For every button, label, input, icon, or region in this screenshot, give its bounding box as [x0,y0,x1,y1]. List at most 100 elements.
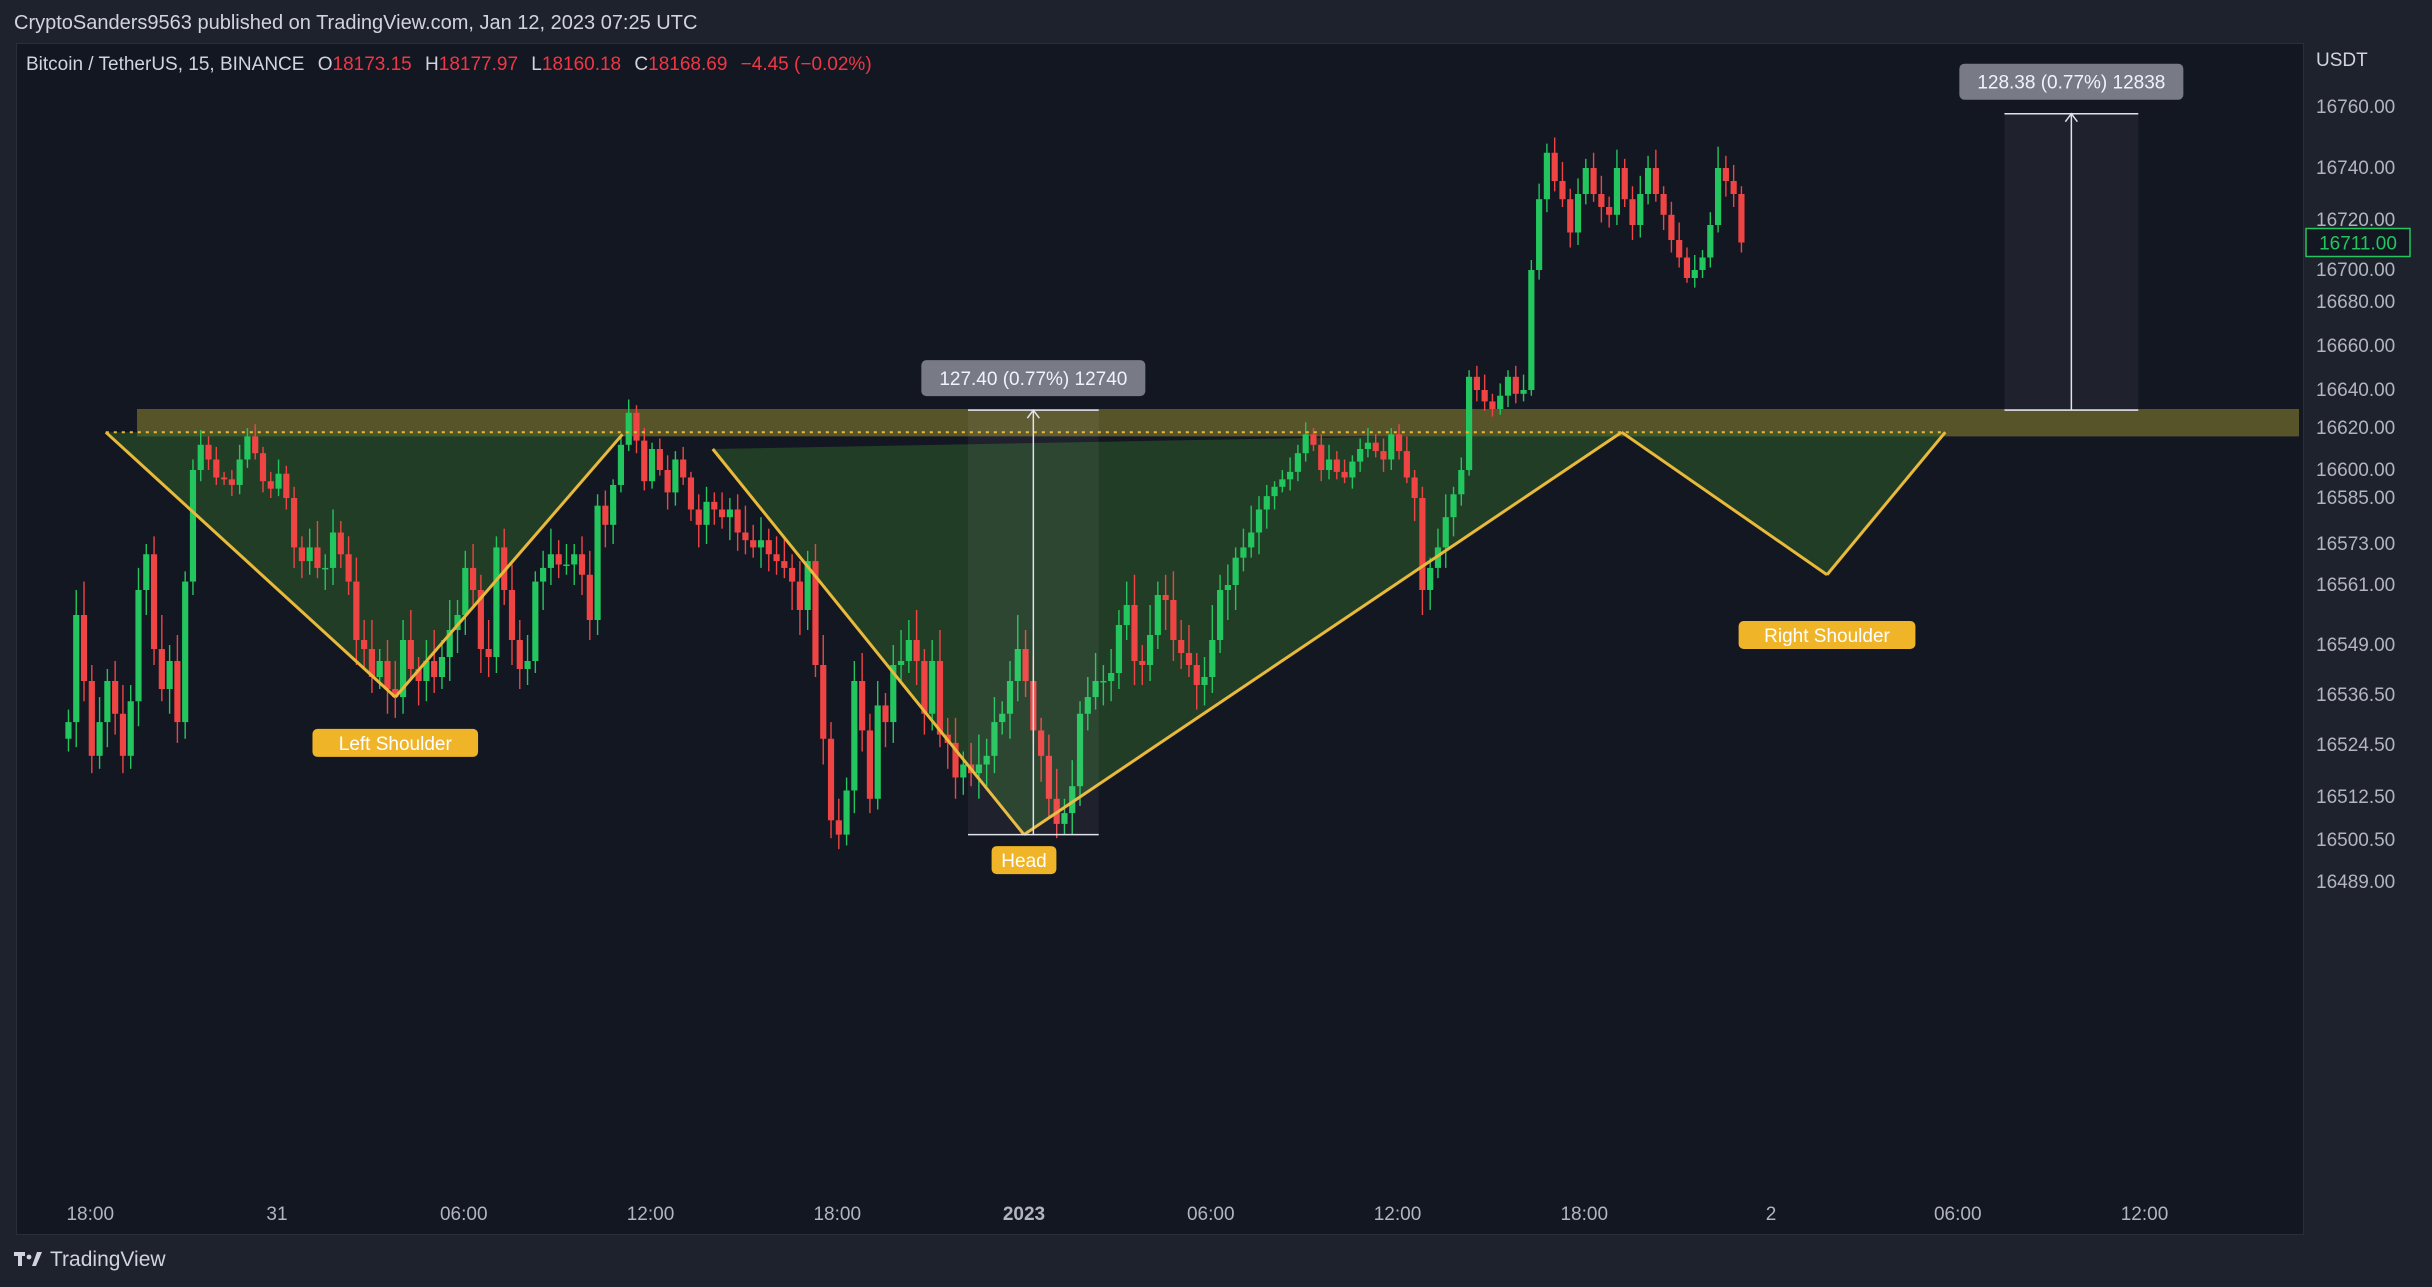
candle [983,738,990,787]
candle [1108,649,1115,702]
candle-body [1154,595,1161,635]
candle [127,685,134,769]
candle [1014,615,1021,702]
candle [1170,571,1177,661]
candle [446,600,453,681]
candle-body [1372,442,1379,452]
candle [1668,201,1675,253]
y-tick-label: 16500.50 [2316,830,2395,851]
candle-body [773,554,780,562]
candle-body [314,547,321,568]
candle-body [1730,181,1737,194]
candle-body [1388,434,1395,460]
candle-body [1652,168,1659,194]
measure-label-bg [1959,63,2184,100]
candle [345,536,352,595]
candle [571,544,578,585]
candle [874,681,881,810]
candle-body [1403,451,1410,478]
candle-body [742,532,749,541]
candle [135,567,142,727]
candle [827,722,835,839]
candle-body [1722,168,1729,181]
candle-body [1162,595,1169,600]
candle-body [812,561,819,665]
y-tick-label: 16512.50 [2316,787,2395,808]
y-tick-label: 16524.50 [2316,735,2395,756]
candle-body [586,574,593,620]
candle-body [633,412,640,441]
candle-body [1100,681,1107,683]
ohlc-legend: Bitcoin / TetherUS, 15, BINANCE O18173.1… [26,54,872,76]
candle [244,428,251,468]
candle [1520,374,1527,402]
candle [1271,481,1278,510]
x-tick-label: 12:00 [1374,1204,1422,1225]
candle-body [983,755,990,765]
candle [1388,428,1395,470]
candle [1131,574,1138,685]
candle-body [298,547,305,562]
candle-body [197,444,204,470]
candle-body [804,561,811,610]
candle-body [1076,713,1084,787]
candle [532,571,539,673]
candle [1652,149,1659,202]
candle [1263,484,1270,529]
candle-body [1349,461,1356,478]
candle-body [1582,168,1589,194]
candle-body [960,764,967,778]
candle [750,524,757,558]
candle-body [578,554,586,575]
candle-body [1504,376,1512,396]
y-tick-label: 16700.00 [2316,260,2395,281]
currency-label: USDT [2316,50,2368,71]
candle-body [765,540,772,555]
candle [1372,434,1379,458]
candle [1489,393,1496,417]
candle [1730,164,1737,207]
candle [905,620,912,673]
candle-body [540,567,547,582]
y-tick-label: 16573.00 [2316,534,2395,555]
candle [462,550,469,635]
candle [789,554,796,610]
candle-body [1699,257,1706,270]
y-tick-label: 16489.00 [2316,872,2395,893]
candle [1255,496,1263,555]
y-tick-label: 16600.00 [2316,460,2395,481]
candle-body [781,561,788,568]
candle [1465,370,1473,476]
candle [469,544,477,605]
candle-body [1146,635,1154,665]
candle-body [88,681,95,756]
candle-body [73,615,80,723]
candle-body [1442,517,1449,548]
candle-body [213,459,220,478]
candle [158,615,165,702]
candle [859,653,866,752]
candle-body [1668,214,1675,240]
symbol-name[interactable]: Bitcoin / TetherUS, 15, BINANCE [26,54,305,75]
candle [703,486,710,544]
candle [337,521,344,568]
x-tick-label: 06:00 [1187,1204,1235,1225]
candle [275,459,282,497]
tradingview-brand[interactable]: TradingView [14,1248,166,1272]
candle-body [1528,270,1535,390]
candle [625,399,632,452]
candle-body [610,484,617,525]
candle [291,486,298,568]
low-value: 18160.18 [541,54,622,75]
candle [298,536,305,579]
candle-body [1629,199,1636,225]
candle [524,635,531,685]
candle [1294,444,1301,482]
candle-body [1606,207,1613,215]
candle [314,521,321,579]
candle-body [1512,376,1519,394]
pattern-label-bg [991,846,1057,875]
candle [734,494,741,551]
candle [1473,365,1480,402]
